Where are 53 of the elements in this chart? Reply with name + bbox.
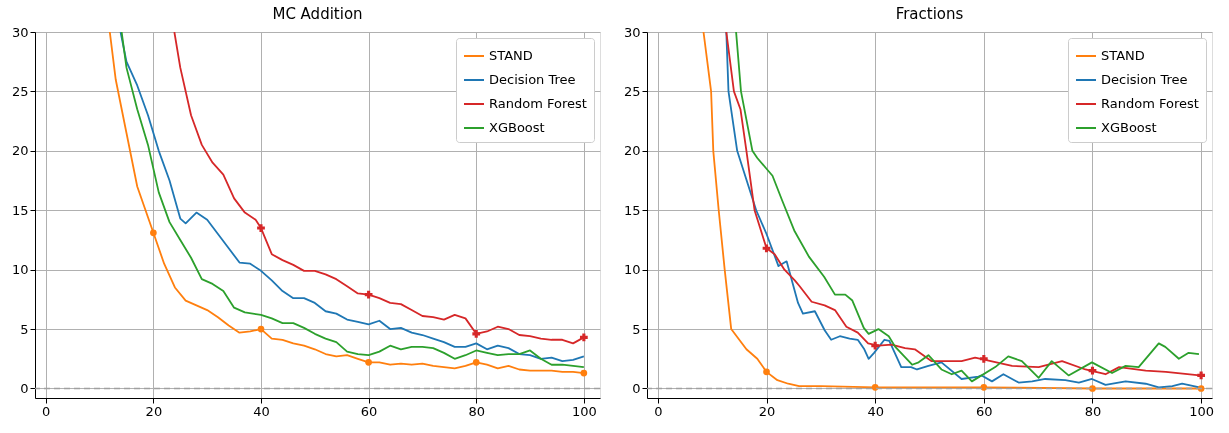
y-tick-label: 25 xyxy=(623,83,641,99)
point xyxy=(762,244,771,253)
y-tick-label: 30 xyxy=(623,24,641,40)
y-tick-label: 0 xyxy=(632,380,641,396)
legend-label: XGBoost xyxy=(1101,120,1157,135)
legend-label: XGBoost xyxy=(489,120,545,135)
x-tick-label: 100 xyxy=(571,403,597,419)
point xyxy=(365,359,372,366)
y-tick-label: 5 xyxy=(632,321,641,337)
point xyxy=(979,354,988,363)
point xyxy=(980,383,988,391)
y-tick-label: 25 xyxy=(11,83,29,99)
x-tick-label: 100 xyxy=(1189,403,1215,419)
y-tick-label: 10 xyxy=(623,262,641,278)
legend-label: Decision Tree xyxy=(489,72,576,87)
legend-label: Random Forest xyxy=(1101,96,1199,111)
point xyxy=(1089,385,1096,392)
point xyxy=(472,329,481,338)
legend-label: Random Forest xyxy=(489,96,587,111)
point xyxy=(871,383,879,391)
point xyxy=(1197,371,1206,380)
x-tick-label: 20 xyxy=(145,403,163,419)
x-tick-label: 60 xyxy=(360,403,378,419)
point xyxy=(257,325,265,333)
point xyxy=(763,368,770,376)
point xyxy=(871,341,880,350)
x-tick-label: 40 xyxy=(867,403,884,419)
x-tick-label: 60 xyxy=(976,403,993,419)
point xyxy=(150,229,157,237)
y-tick-label: 5 xyxy=(20,321,29,337)
x-tick-label: 0 xyxy=(654,403,663,419)
point xyxy=(579,333,588,342)
point xyxy=(472,359,480,366)
x-tick-label: 80 xyxy=(1084,403,1102,419)
y-tick-label: 15 xyxy=(623,202,641,218)
x-tick-label: 20 xyxy=(758,403,776,419)
y-tick-label: 20 xyxy=(11,143,29,159)
y-tick-label: 10 xyxy=(11,262,29,278)
x-tick-label: 0 xyxy=(42,403,51,419)
y-tick-label: 0 xyxy=(20,380,29,396)
point xyxy=(580,369,588,377)
chart-title: MC Addition xyxy=(272,5,363,23)
chart-title: Fractions xyxy=(895,5,964,23)
legend-label: STAND xyxy=(1101,48,1145,63)
legend-label: Decision Tree xyxy=(1101,72,1188,87)
x-tick-label: 80 xyxy=(468,403,486,419)
y-tick-label: 20 xyxy=(623,143,641,159)
y-tick-label: 30 xyxy=(11,24,29,40)
legend-label: STAND xyxy=(489,48,533,63)
x-tick-label: 40 xyxy=(253,403,270,419)
point xyxy=(257,224,265,232)
y-tick-label: 15 xyxy=(11,202,29,218)
point xyxy=(1088,366,1097,375)
